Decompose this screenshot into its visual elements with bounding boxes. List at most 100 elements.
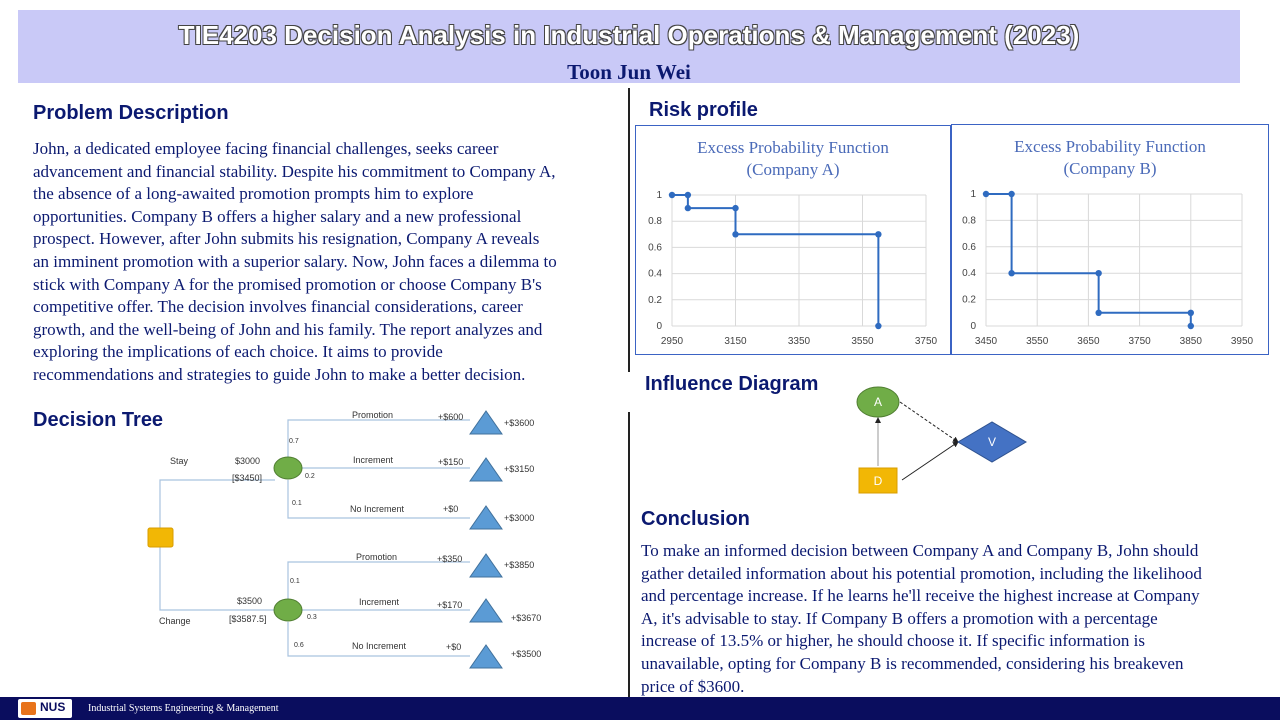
data-point [875, 322, 882, 330]
y-tick-label: 1 [970, 189, 976, 200]
terminal-node [469, 410, 503, 435]
y-tick-label: 0.4 [962, 268, 976, 279]
arc-d-to-v [901, 441, 959, 481]
chart-a-plot: 2950 3150 3350 3550 3750 0 0.2 0.4 0.6 0.8 1 [648, 190, 938, 347]
chart-b-title-line: (Company B) [1063, 159, 1157, 178]
decision-node-d-label: D [874, 474, 883, 488]
data-point [732, 204, 739, 212]
decision-tree-heading: Decision Tree [33, 409, 164, 431]
data-point [1187, 309, 1194, 316]
decision-node-d [858, 467, 898, 494]
conclusion-line: price of $3600. [641, 676, 745, 696]
x-tick-label: 3350 [788, 336, 811, 347]
department-name: Industrial Systems Engineering & Managem… [88, 703, 279, 714]
data-point [1008, 270, 1015, 277]
branch-label-stay: Stay [170, 456, 189, 466]
y-tick-label: 0 [970, 321, 976, 332]
arc-a-to-v [899, 401, 959, 443]
chance-node-a-label: A [874, 395, 882, 409]
data-point [1187, 322, 1194, 330]
problem-line: exploring the implications of each choic… [33, 342, 443, 362]
conclusion-line: A, it's advisable to stay. If Company B … [641, 608, 1158, 628]
footer-bar: NUS Industrial Systems Engineering & Man… [0, 697, 1280, 720]
risk-profile-heading: Risk profile [649, 99, 758, 121]
outcome-prob: 0.6 [294, 642, 304, 649]
chart-a-title-line: Excess Probability Function [697, 138, 889, 157]
y-tick-label: 0.2 [962, 295, 976, 306]
outcome-name: Promotion [356, 552, 397, 562]
column-divider-bottom [628, 412, 630, 697]
data-point [1095, 309, 1102, 316]
outcome-name: No Increment [350, 504, 405, 514]
data-point [684, 191, 692, 199]
nus-logo-text: NUS [40, 700, 66, 714]
conclusion-heading: Conclusion [641, 508, 750, 530]
outcome-result: +$3000 [504, 513, 534, 523]
outcome-prob: 0.1 [292, 500, 302, 507]
branch-value-change: $3500 [237, 596, 262, 606]
outcome-gain: +$150 [438, 457, 463, 467]
problem-line: stick with Company A for the promised pr… [33, 274, 542, 294]
nus-crest-icon [21, 702, 36, 715]
problem-line: John, a dedicated employee facing financ… [33, 139, 499, 158]
outcome-gain: +$170 [437, 600, 462, 610]
x-tick-label: 3750 [1128, 336, 1151, 347]
chart-b-plot: 3450 3550 3650 3750 3850 3950 0 0.2 0.4 0.6 0.8 1 [962, 189, 1253, 347]
y-tick-label: 0.8 [648, 216, 662, 227]
terminal-node [469, 598, 503, 623]
outcome-gain: +$0 [446, 642, 461, 652]
outcome-name: Promotion [352, 410, 393, 420]
influence-heading: Influence Diagram [645, 373, 819, 395]
x-tick-label: 3750 [915, 336, 938, 347]
outcome-result: +$3150 [504, 464, 534, 474]
value-node-v [957, 421, 1027, 463]
problem-line: the absence of a long-awaited promotion … [33, 184, 474, 204]
problem-line: an imminent promotion with a superior sa… [33, 251, 557, 271]
terminal-node [469, 457, 503, 482]
decision-node [147, 527, 174, 548]
branch-value-stay: $3000 [235, 456, 260, 466]
conclusion-line: unavailable, opting for Company B is rec… [641, 653, 1184, 673]
chance-node-stay [273, 456, 303, 480]
y-tick-label: 0.8 [962, 215, 976, 226]
chart-b-title: Excess Probability Function (Company B) [952, 136, 1268, 180]
outcome-prob: 0.7 [289, 438, 299, 445]
series-line [672, 194, 880, 326]
poster-title: TIE4203 Decision Analysis in Industrial … [178, 20, 1080, 50]
decision-tree-diagram: Stay $3000 [$3450] Promotion +$600 +$360… [147, 410, 541, 669]
terminal-node [469, 505, 503, 530]
outcome-name: Increment [359, 597, 400, 607]
author-name: Toon Jun Wei [567, 60, 691, 84]
outcome-prob: 0.2 [305, 473, 315, 480]
x-tick-label: 2950 [661, 336, 684, 347]
problem-line: opportunities. Company B offers a higher… [33, 206, 522, 226]
y-tick-label: 0.4 [648, 269, 662, 280]
conclusion-line: increase of 13.5% or higher, he should c… [641, 631, 1145, 651]
nus-logo: NUS [18, 699, 72, 718]
x-tick-label: 3550 [851, 336, 874, 347]
problem-heading: Problem Description [33, 102, 229, 124]
outcome-prob: 0.1 [290, 578, 300, 585]
x-tick-label: 3550 [1026, 336, 1049, 347]
conclusion-text: To make an informed decision between Com… [641, 540, 1271, 698]
data-point [982, 190, 990, 198]
terminal-node [469, 644, 503, 669]
outcome-name: No Increment [352, 641, 407, 651]
x-tick-label: 3450 [975, 336, 998, 347]
problem-line: recommendations and strategies to guide … [33, 364, 526, 384]
chance-node-change [273, 598, 303, 622]
branch-label-change: Change [159, 616, 191, 626]
outcome-result: +$3600 [504, 418, 534, 428]
chart-company-b: Excess Probability Function (Company B) … [951, 124, 1269, 355]
outcome-prob: 0.3 [307, 614, 317, 621]
data-point [684, 204, 692, 212]
x-tick-label: 3150 [724, 336, 747, 347]
data-point [732, 231, 739, 238]
y-tick-label: 0.6 [648, 242, 662, 253]
x-tick-label: 3650 [1077, 336, 1100, 347]
y-tick-label: 0.2 [648, 295, 662, 306]
branch-ev-change: [$3587.5] [229, 614, 267, 624]
outcome-gain: +$0 [443, 504, 458, 514]
x-tick-label: 3850 [1180, 336, 1203, 347]
branch-ev-stay: [$3450] [232, 473, 262, 483]
